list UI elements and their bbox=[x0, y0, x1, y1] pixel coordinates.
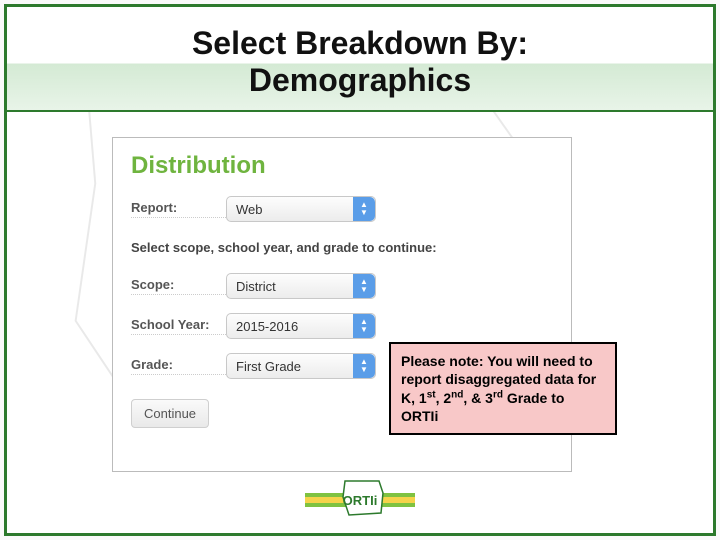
updown-icon: ▲▼ bbox=[353, 274, 375, 298]
school-year-label: School Year: bbox=[131, 317, 226, 335]
title-line-2: Demographics bbox=[249, 62, 471, 98]
please-note-callout: Please note: You will need to report dis… bbox=[389, 342, 617, 435]
school-year-select[interactable]: 2015-2016 ▲▼ bbox=[226, 313, 376, 339]
report-label: Report: bbox=[131, 200, 226, 218]
report-value: Web bbox=[236, 202, 263, 217]
school-year-row: School Year: 2015-2016 ▲▼ bbox=[131, 313, 553, 339]
note-text: Please note: You will need to report dis… bbox=[401, 353, 596, 424]
page-title: Select Breakdown By: Demographics bbox=[192, 25, 528, 99]
instruction-text: Select scope, school year, and grade to … bbox=[131, 240, 553, 255]
updown-icon: ▲▼ bbox=[353, 354, 375, 378]
continue-button[interactable]: Continue bbox=[131, 399, 209, 428]
report-select[interactable]: Web ▲▼ bbox=[226, 196, 376, 222]
school-year-value: 2015-2016 bbox=[236, 319, 298, 334]
panel-title: Distribution bbox=[131, 152, 553, 180]
updown-icon: ▲▼ bbox=[353, 314, 375, 338]
grade-select[interactable]: First Grade ▲▼ bbox=[226, 353, 376, 379]
scope-value: District bbox=[236, 279, 276, 294]
scope-row: Scope: District ▲▼ bbox=[131, 273, 553, 299]
grade-label: Grade: bbox=[131, 357, 226, 375]
svg-text:ORTIi: ORTIi bbox=[343, 493, 378, 508]
title-line-1: Select Breakdown By: bbox=[192, 25, 528, 61]
scope-select[interactable]: District ▲▼ bbox=[226, 273, 376, 299]
scope-label: Scope: bbox=[131, 277, 226, 295]
report-row: Report: Web ▲▼ bbox=[131, 196, 553, 222]
updown-icon: ▲▼ bbox=[353, 197, 375, 221]
slide-frame: Select Breakdown By: Demographics Distri… bbox=[4, 4, 716, 536]
ortii-logo: ORTIi bbox=[305, 475, 415, 525]
grade-value: First Grade bbox=[236, 359, 301, 374]
header-band: Select Breakdown By: Demographics bbox=[7, 7, 713, 112]
